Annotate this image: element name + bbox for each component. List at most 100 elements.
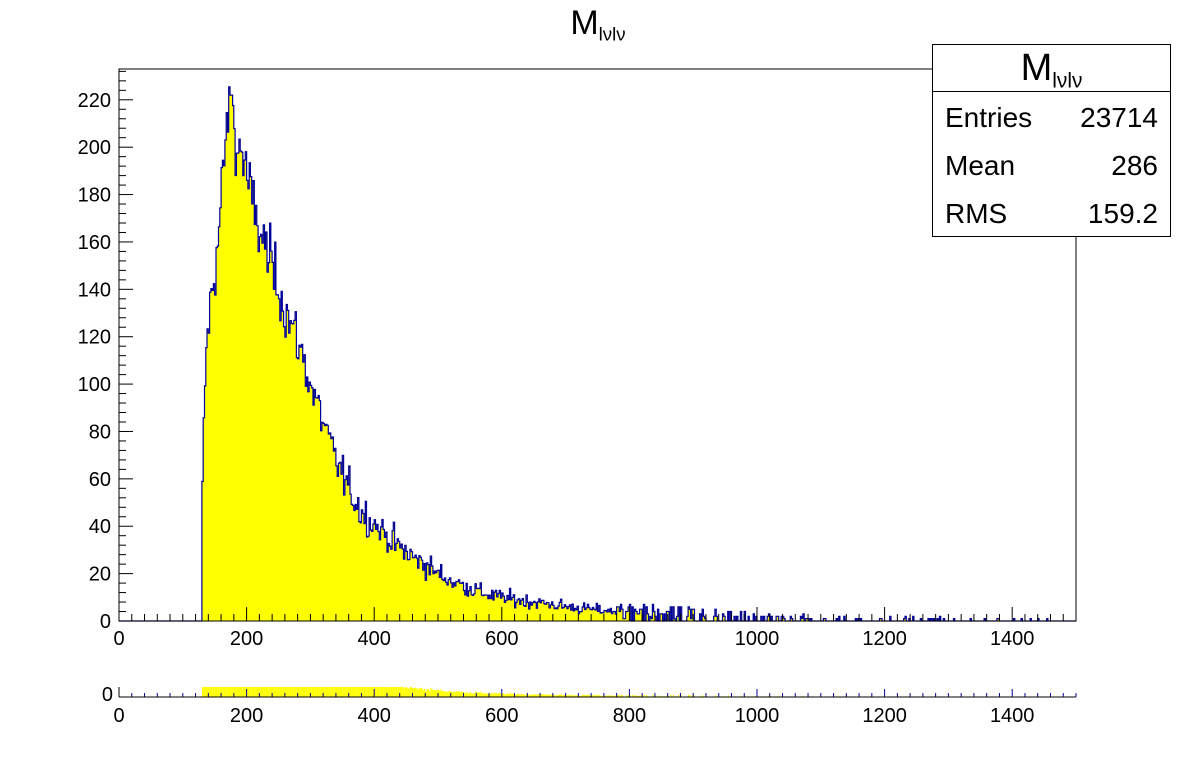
lower-bar	[249, 687, 251, 697]
lower-bar	[261, 687, 264, 697]
lower-bar	[491, 692, 493, 697]
lower-bar	[518, 693, 520, 697]
lower-bar	[304, 687, 306, 697]
lower-bar	[744, 695, 746, 697]
lower-bar	[213, 687, 215, 697]
lower-bar	[591, 695, 593, 697]
lower-bar	[415, 687, 417, 697]
lower-x-tick-label: 200	[230, 705, 263, 727]
lower-bar	[485, 693, 487, 697]
lower-bar	[607, 695, 609, 697]
lower-bar	[519, 694, 521, 697]
lower-bar	[495, 692, 497, 697]
lower-bar	[584, 695, 587, 697]
lower-x-tick-label: 1200	[862, 705, 907, 727]
lower-bar	[693, 695, 695, 697]
x-tick-label: 400	[358, 628, 391, 650]
lower-bar	[346, 687, 348, 697]
y-tick-label: 140	[78, 279, 111, 301]
lower-bar	[617, 695, 620, 697]
lower-bar	[355, 687, 357, 697]
lower-bar	[514, 695, 516, 697]
lower-bar	[500, 693, 502, 697]
lower-bar	[560, 693, 562, 697]
lower-bar	[564, 694, 566, 697]
lower-bar	[486, 693, 488, 697]
lower-bar	[228, 687, 231, 697]
lower-bar	[337, 687, 339, 697]
lower-bar	[315, 687, 317, 697]
lower-bar	[566, 695, 569, 697]
y-tick-label: 220	[78, 90, 111, 112]
lower-bar	[438, 689, 440, 697]
lower-bar	[335, 687, 338, 697]
lower-bar	[333, 687, 335, 697]
lower-bar	[230, 687, 232, 697]
lower-bar	[301, 687, 303, 697]
lower-bar	[296, 687, 298, 697]
lower-bar	[232, 687, 234, 697]
lower-bar	[575, 695, 578, 697]
lower-bar	[388, 687, 390, 697]
lower-bar	[260, 687, 262, 697]
lower-bar	[503, 693, 505, 697]
lower-bar	[311, 687, 313, 697]
lower-bar	[625, 695, 627, 697]
lower-bar	[379, 687, 381, 697]
lower-bar	[594, 695, 597, 697]
lower-bar	[360, 687, 362, 697]
lower-bar	[352, 687, 354, 697]
lower-bar	[466, 691, 468, 697]
lower-bar	[431, 689, 433, 697]
lower-bar	[399, 687, 401, 697]
lower-bar	[691, 695, 694, 697]
lower-bar	[407, 688, 409, 697]
lower-bar	[608, 695, 611, 697]
lower-bar	[508, 693, 510, 697]
lower-bar	[455, 691, 458, 697]
lower-bar	[473, 693, 476, 697]
lower-bar	[504, 694, 506, 697]
lower-bar	[425, 691, 427, 697]
lower-bar	[640, 695, 643, 697]
lower-bar	[374, 687, 376, 697]
lower-bar	[536, 695, 538, 697]
lower-bar	[362, 687, 364, 697]
lower-bar	[601, 695, 603, 697]
lower-bar	[412, 688, 414, 697]
y-tick-label: 20	[89, 564, 111, 586]
lower-bar	[489, 693, 491, 697]
lower-bar	[413, 688, 416, 697]
lower-bar	[559, 694, 561, 697]
lower-bar	[375, 687, 377, 697]
lower-bar	[406, 687, 408, 697]
lower-bar	[302, 687, 305, 697]
lower-bar	[226, 687, 228, 697]
y-tick-label: 160	[78, 232, 111, 254]
lower-bar	[593, 695, 595, 697]
lower-bar	[510, 694, 513, 697]
lower-bar	[320, 687, 322, 697]
stats-row-mean: Mean 286	[933, 140, 1170, 188]
lower-bar	[287, 687, 289, 697]
lower-bar	[606, 695, 608, 697]
lower-bar	[289, 687, 292, 697]
lower-bar	[292, 687, 294, 697]
lower-bar	[370, 687, 372, 697]
lower-bar	[344, 687, 347, 697]
lower-bar	[652, 694, 654, 697]
lower-bar	[341, 687, 343, 697]
lower-bar	[218, 687, 220, 697]
lower-bar	[273, 687, 275, 697]
lower-bar	[363, 687, 366, 697]
lower-bar	[533, 694, 535, 697]
lower-bar	[235, 687, 237, 697]
lower-bar	[702, 695, 704, 697]
lower-bar	[534, 694, 537, 697]
lower-bar	[416, 688, 418, 697]
lower-bar	[329, 687, 331, 697]
lower-bar	[347, 687, 349, 697]
lower-bar	[714, 695, 717, 697]
y-tick-label: 180	[78, 185, 111, 207]
lower-bar	[477, 692, 479, 697]
